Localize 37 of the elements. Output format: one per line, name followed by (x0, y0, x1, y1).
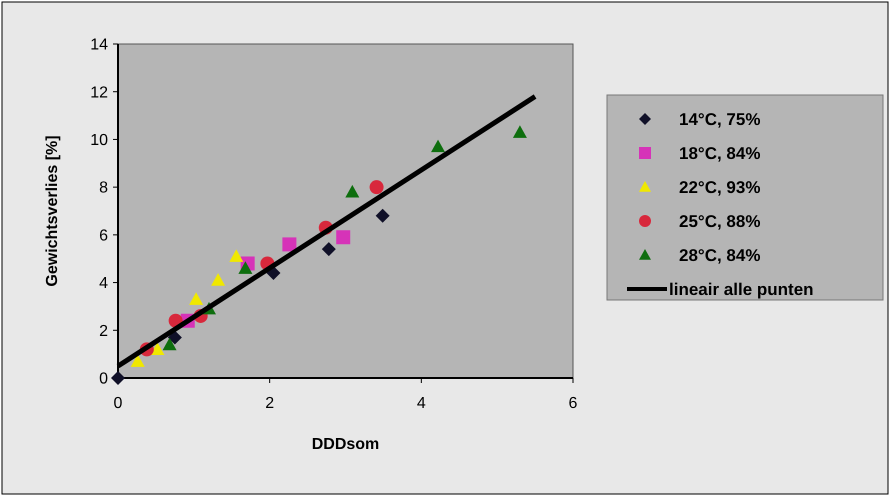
legend-label: 18°C, 84% (679, 144, 760, 163)
legend-label: 14°C, 75% (679, 110, 760, 129)
legend-label: 28°C, 84% (679, 246, 760, 265)
point (189, 292, 204, 305)
point (150, 342, 164, 355)
point (370, 180, 384, 194)
legend-label: 25°C, 88% (679, 212, 760, 231)
point (111, 371, 125, 385)
point (336, 230, 350, 244)
y-tick-label: 6 (99, 227, 108, 244)
y-tick-label: 2 (99, 322, 108, 340)
x-tick-label: 4 (416, 395, 426, 412)
y-tick-label: 0 (99, 370, 108, 388)
y-tick-label: 12 (90, 84, 108, 102)
point (130, 354, 145, 367)
x-tick-label: 0 (114, 395, 123, 412)
y-tick-label: 14 (90, 36, 108, 54)
point (376, 208, 390, 223)
point (168, 330, 182, 344)
y-tick-label: 4 (99, 275, 108, 292)
y-tick-label: 10 (90, 132, 108, 150)
y-tick-label: 8 (99, 180, 108, 197)
point (345, 184, 360, 198)
point (162, 338, 177, 350)
point (211, 273, 226, 286)
x-axis-title: DDDsom (312, 436, 380, 453)
point (431, 140, 446, 152)
point (229, 249, 244, 262)
point (282, 237, 296, 252)
legend-label: 22°C, 93% (679, 178, 760, 197)
point (512, 125, 527, 138)
point (322, 242, 336, 256)
y-axis-title: Gewichtsverlies [%] (44, 135, 61, 287)
x-tick-label: 6 (568, 395, 578, 412)
legend-label: lineair alle punten (669, 280, 814, 299)
x-tick-label: 2 (265, 395, 274, 412)
point (238, 261, 252, 274)
